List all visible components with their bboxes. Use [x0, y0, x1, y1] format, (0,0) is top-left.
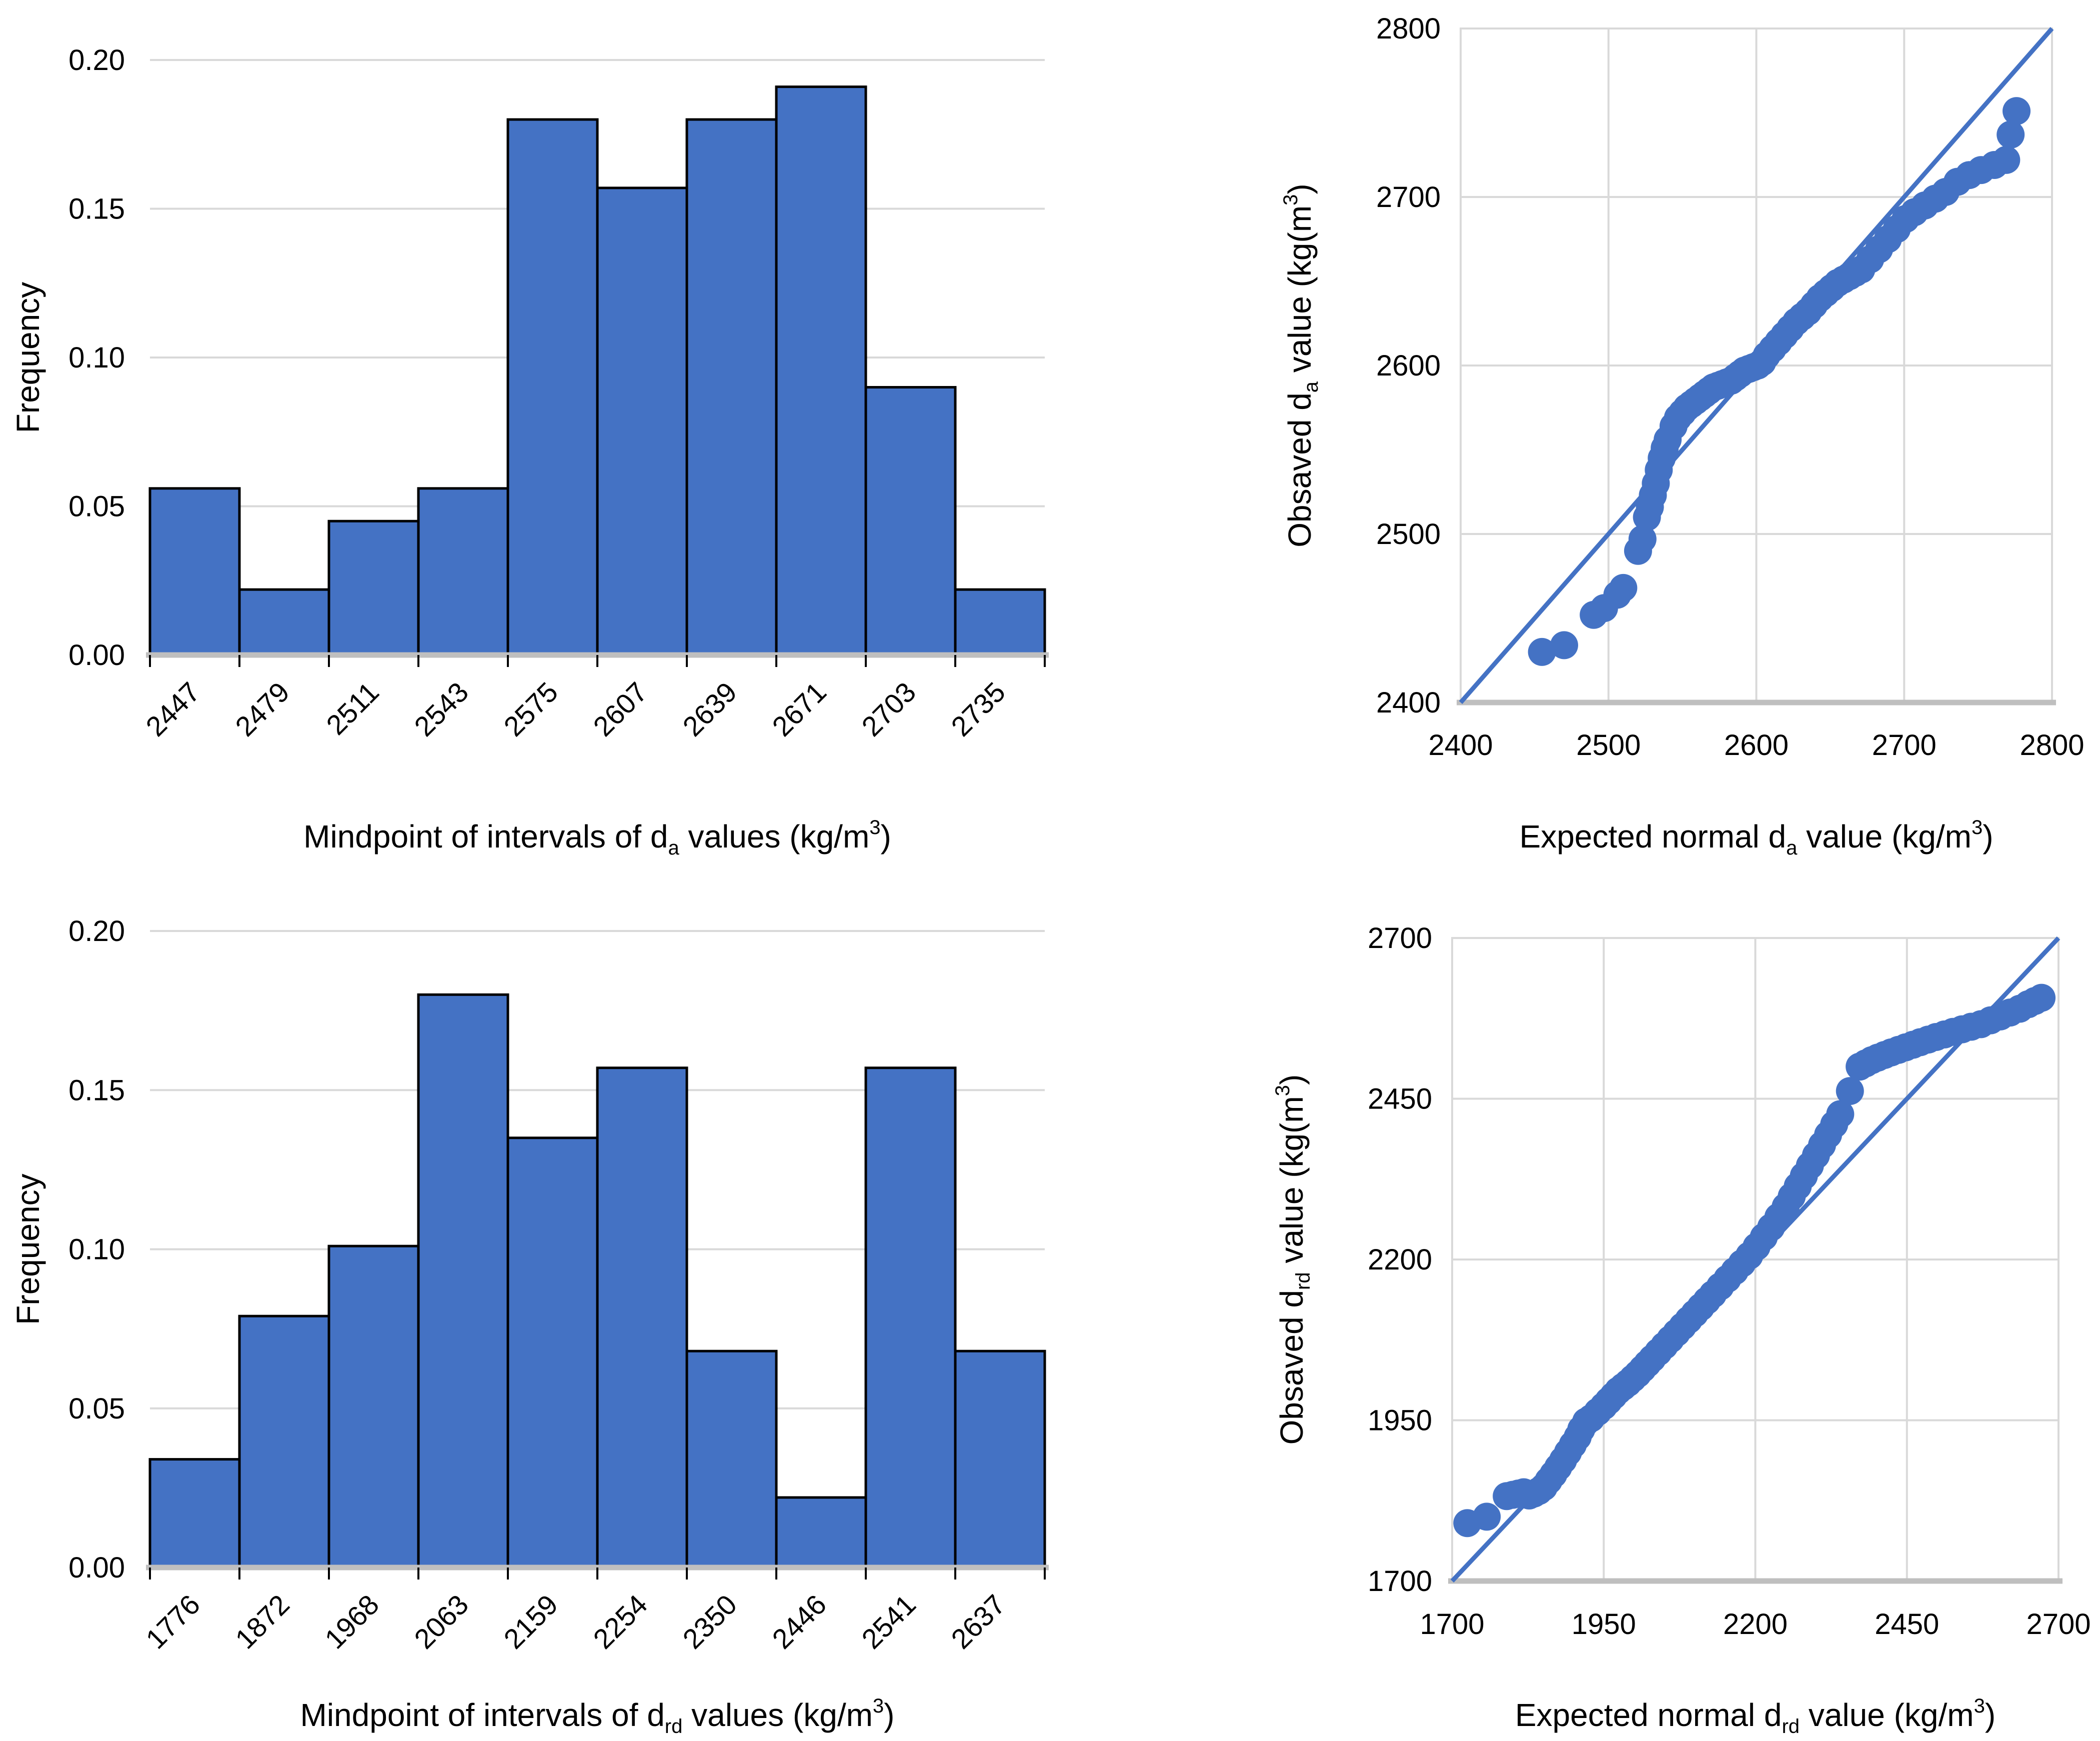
- x-tick-label: 1968: [318, 1588, 385, 1655]
- y-tick-label: 2450: [1368, 1083, 1432, 1116]
- y-tick-label: 1700: [1368, 1565, 1432, 1598]
- x-tick-label: 2543: [408, 676, 474, 742]
- y-axis-title: Frequency: [10, 1174, 46, 1324]
- x-tick-label: 2479: [229, 676, 295, 742]
- x-tick-label: 1700: [1420, 1608, 1484, 1640]
- x-tick-label: 2700: [1872, 729, 1937, 762]
- x-tick-label: 2511: [320, 676, 385, 741]
- y-tick-label: 1950: [1368, 1404, 1432, 1437]
- x-tick-label: 2800: [2020, 729, 2084, 762]
- y-tick-label: 2700: [1376, 181, 1441, 214]
- histogram-bar: [417, 487, 509, 656]
- x-tick-label: 2600: [1724, 729, 1789, 762]
- histogram-bar: [596, 1066, 688, 1569]
- data-point: [1528, 638, 1556, 666]
- data-point: [2028, 984, 2056, 1012]
- histogram-bar: [417, 993, 509, 1569]
- x-tick-label: 2159: [497, 1588, 564, 1655]
- data-point: [1473, 1502, 1501, 1531]
- histogram-bar: [596, 186, 688, 656]
- data-point: [1836, 1077, 1864, 1106]
- histogram-bar: [327, 1244, 420, 1569]
- histogram-bar: [506, 1136, 599, 1569]
- histogram-bar: [864, 386, 957, 656]
- y-tick-label: 2400: [1376, 686, 1441, 719]
- x-tick-label: 2447: [139, 676, 206, 742]
- x-tick-label: 2607: [587, 676, 653, 742]
- histogram-bar: [954, 1350, 1046, 1569]
- x-tick-label: 1872: [229, 1588, 295, 1655]
- y-tick-label: 0.15: [68, 193, 125, 226]
- histogram-bar: [954, 588, 1046, 656]
- x-tick-label: 2637: [945, 1588, 1011, 1655]
- histogram-bar: [685, 118, 778, 656]
- x-axis-title: Mindpoint of intervals of drd values (kg…: [300, 1695, 895, 1738]
- histogram-da-chart: 0.00 0.05 0.10 0.15 0.20 2447 2479 2511 2543 2575…: [10, 44, 1049, 859]
- y-tick-label: 2700: [1368, 922, 1432, 954]
- x-tick-label: 2500: [1576, 729, 1641, 762]
- qq-plot-drd-chart: 1700 1950 2200 2450 2700 1700 1950 2200 2450 2700…: [1272, 922, 2091, 1738]
- y-tick-label: 0.15: [68, 1074, 125, 1106]
- histogram-drd-chart: 0.00 0.05 0.10 0.15 0.20 1776 1872 1968 2063 2159…: [10, 915, 1049, 1738]
- y-tick-label: 0.05: [68, 490, 125, 523]
- y-tick-label: 2600: [1376, 350, 1441, 382]
- histogram-bar: [148, 1458, 241, 1569]
- y-tick-label: 0.00: [68, 1552, 125, 1584]
- x-tick-label: 1950: [1572, 1608, 1636, 1640]
- x-tick-label: 2446: [766, 1588, 832, 1655]
- histogram-bar: [775, 86, 867, 656]
- data-point: [1992, 146, 2021, 174]
- x-tick-label: 2541: [855, 1588, 922, 1655]
- histogram-bar: [775, 1496, 867, 1569]
- y-tick-label: 2800: [1376, 12, 1441, 45]
- histogram-bar: [506, 118, 599, 656]
- x-axis-title: Mindpoint of intervals of da values (kg/…: [303, 816, 891, 859]
- histogram-bar: [148, 487, 241, 656]
- x-tick-label: 2575: [497, 676, 564, 742]
- histogram-bar: [327, 520, 420, 656]
- y-tick-label: 0.10: [68, 342, 125, 374]
- x-axis-title: Expected normal da value (kg/m3): [1520, 816, 1994, 859]
- histogram-bar: [238, 1314, 330, 1569]
- x-tick-label: 2350: [676, 1588, 743, 1655]
- y-tick-label: 2500: [1376, 518, 1441, 550]
- histogram-bar: [238, 588, 330, 656]
- x-tick-label: 2400: [1428, 729, 1493, 762]
- y-tick-label: 2200: [1368, 1244, 1432, 1276]
- y-tick-label: 0.05: [68, 1392, 125, 1425]
- y-tick-label: 0.20: [68, 44, 125, 76]
- x-tick-label: 2700: [2026, 1608, 2091, 1640]
- data-point: [1609, 574, 1638, 602]
- data-point: [1826, 1100, 1855, 1128]
- y-tick-label: 0.00: [68, 639, 125, 672]
- x-tick-label: 2200: [1723, 1608, 1788, 1640]
- y-axis-title: Frequency: [10, 282, 46, 433]
- y-tick-label: 0.10: [68, 1234, 125, 1266]
- data-point: [1550, 631, 1579, 660]
- x-tick-label: 2450: [1875, 1608, 1939, 1640]
- data-point: [1628, 525, 1657, 554]
- y-tick-label: 0.20: [68, 915, 125, 948]
- y-axis-title: Obsaved drd value (kg(m3): [1272, 1074, 1314, 1445]
- histogram-bar: [685, 1350, 778, 1569]
- data-point: [2003, 97, 2031, 126]
- x-tick-label: 2735: [945, 676, 1011, 742]
- x-tick-label: 2703: [855, 676, 922, 742]
- x-tick-label: 2639: [676, 676, 743, 742]
- x-tick-label: 1776: [139, 1588, 206, 1655]
- qq-plot-da-chart: 2400 2500 2600 2700 2800 2400 2500 2600 2700 2800…: [1280, 12, 2084, 859]
- x-tick-label: 2063: [408, 1588, 474, 1655]
- y-axis-title: Obsaved da value (kg(m3): [1280, 184, 1322, 547]
- x-axis-title: Expected normal drd value (kg/m3): [1515, 1695, 1996, 1738]
- x-tick-label: 2254: [587, 1588, 653, 1655]
- data-point: [1997, 120, 2025, 149]
- x-tick-label: 2671: [766, 676, 832, 742]
- histogram-bar: [864, 1066, 957, 1569]
